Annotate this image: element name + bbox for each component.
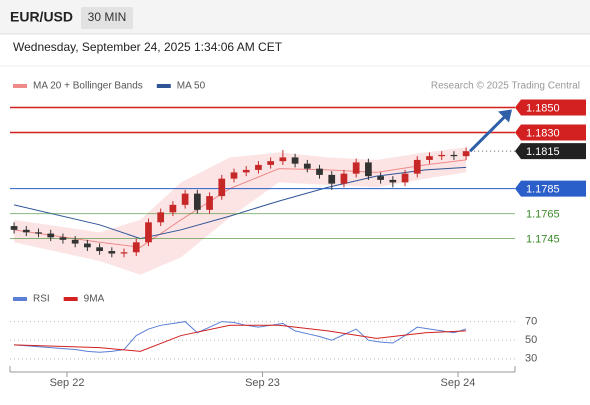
source: Research © 2025 Trading Central <box>431 81 580 92</box>
candle-body <box>279 157 287 162</box>
legend-swatch <box>13 297 27 301</box>
candle-body <box>71 239 79 244</box>
candle-body <box>438 154 446 157</box>
candle-body <box>193 193 201 210</box>
x-tick-label: Sep 22 <box>50 377 85 389</box>
legend-label: 9MA <box>84 294 105 305</box>
candle-body <box>206 196 213 210</box>
legend-label: RSI <box>33 294 50 305</box>
bollinger-band <box>14 147 467 275</box>
candle-body <box>328 174 336 184</box>
ma20-line <box>14 159 467 248</box>
candle-body <box>157 212 165 223</box>
candle-body <box>365 162 372 177</box>
candle-body <box>181 193 189 205</box>
ma50-line <box>13 166 467 240</box>
rsi-tick-label: 30 <box>525 353 537 365</box>
candle-body <box>132 242 140 253</box>
candle-body <box>413 159 421 174</box>
level-label: 1.1850 <box>526 102 560 114</box>
level-label: 1.1815 <box>526 146 560 158</box>
candle-body <box>120 252 128 254</box>
level-tag <box>515 180 586 197</box>
timeframe: 30 MIN <box>88 10 127 24</box>
candle-body <box>291 157 299 164</box>
candle-body <box>316 168 323 175</box>
candle-body <box>450 154 458 157</box>
candle-body <box>169 204 177 213</box>
candle-body <box>267 161 275 165</box>
candle-body <box>230 172 238 179</box>
rsi-ma-line <box>14 324 467 352</box>
legend-label: MA 50 <box>177 81 206 92</box>
candle-body <box>96 247 103 252</box>
forecast-arrow <box>469 114 508 153</box>
candle-body <box>35 232 42 234</box>
level-label: 1.1745 <box>526 233 560 245</box>
candle-body <box>426 156 433 160</box>
legend-swatch <box>63 297 78 301</box>
candle-body <box>389 179 397 183</box>
candle-body <box>218 178 226 197</box>
candle-body <box>145 222 152 243</box>
candle-body <box>47 233 55 238</box>
candle-body <box>255 164 262 170</box>
candle-body <box>401 173 409 183</box>
timeframe-box <box>81 7 133 29</box>
level-label: 1.1785 <box>526 184 560 196</box>
candle-body <box>377 176 384 180</box>
x-tick-label: Sep 24 <box>441 377 476 389</box>
legend-swatch <box>13 84 27 88</box>
candle-body <box>242 169 250 173</box>
symbol: EUR/USD <box>10 9 73 25</box>
level-tag <box>515 124 586 141</box>
candle-body <box>303 163 311 169</box>
candle-body <box>340 173 348 184</box>
candle-body <box>352 162 360 174</box>
level-tag <box>515 143 586 160</box>
candle-body <box>462 151 470 157</box>
candle-body <box>108 251 116 254</box>
rsi-tick-label: 50 <box>525 334 537 346</box>
candle-body <box>59 237 67 240</box>
candle-body <box>84 243 91 248</box>
rsi-tick-label: 70 <box>525 315 537 327</box>
candle-body <box>10 226 18 230</box>
level-label: 1.1765 <box>526 208 560 220</box>
legend-label: MA 20 + Bollinger Bands <box>33 81 143 92</box>
legend-swatch <box>156 84 171 88</box>
level-label: 1.1830 <box>526 127 560 139</box>
rsi-line <box>14 321 467 353</box>
datetime: Wednesday, September 24, 2025 1:34:06 AM… <box>13 40 283 54</box>
candle-body <box>22 229 30 233</box>
x-tick-label: Sep 23 <box>245 377 280 389</box>
level-tag <box>515 99 586 116</box>
forecast-arrowhead <box>498 109 512 123</box>
